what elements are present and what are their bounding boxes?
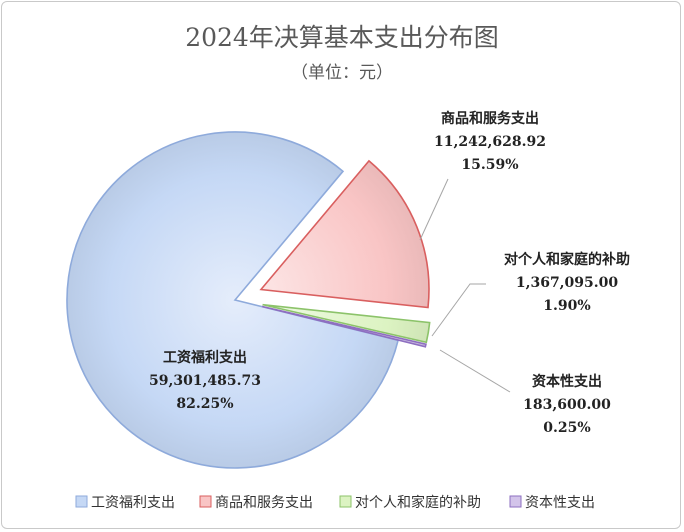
leader-lines	[419, 178, 511, 393]
legend-label: 工资福利支出	[91, 495, 175, 511]
legend-label: 商品和服务支出	[215, 495, 313, 511]
legend-item-capital: 资本性支出	[509, 495, 595, 511]
legend-swatch	[75, 495, 88, 508]
legend-item-goods-services: 商品和服务支出	[199, 495, 313, 511]
data-label-percent: 15.59%	[461, 157, 518, 173]
leader-line	[439, 349, 511, 393]
pie-slice-subsidy	[262, 303, 431, 344]
pie-slice-goods-services	[259, 159, 430, 309]
data-label-value: 59,301,485.73	[149, 373, 261, 389]
data-label-capital: 资本性支出 183,600.00 0.25%	[523, 373, 611, 436]
pie-slice-wage	[66, 131, 400, 469]
slices-layer	[66, 131, 431, 469]
data-label-name: 工资福利支出	[163, 349, 247, 366]
legend-item-wage: 工资福利支出	[75, 495, 175, 511]
legend: 工资福利支出 商品和服务支出 对个人和家庭的补助 资本性支出	[75, 494, 595, 511]
legend-swatch	[199, 495, 212, 508]
data-label-value: 1,367,095.00	[516, 275, 619, 291]
data-label-subsidy: 对个人和家庭的补助 1,367,095.00 1.90%	[504, 251, 630, 314]
data-label-goods-services: 商品和服务支出 11,242,628.92 15.59%	[434, 110, 546, 173]
legend-label: 资本性支出	[525, 495, 595, 511]
data-label-value: 11,242,628.92	[434, 134, 546, 150]
legend-swatch	[339, 495, 352, 508]
legend-swatch	[509, 495, 522, 508]
data-label-name: 商品和服务支出	[441, 110, 539, 127]
pie-slice-capital	[262, 305, 427, 348]
chart-title: 2024年决算基本支出分布图	[185, 23, 499, 52]
data-label-value: 183,600.00	[523, 397, 611, 413]
legend-label: 对个人和家庭的补助	[355, 494, 481, 511]
chart-subtitle: （单位：元）	[291, 63, 393, 83]
data-label-name: 对个人和家庭的补助	[504, 251, 630, 268]
data-label-percent: 0.25%	[543, 420, 590, 436]
data-label-percent: 82.25%	[176, 396, 233, 412]
data-label-percent: 1.90%	[543, 298, 590, 314]
legend-item-subsidy: 对个人和家庭的补助	[339, 494, 481, 511]
leader-line	[419, 178, 449, 241]
data-label-name: 资本性支出	[532, 373, 602, 390]
data-label-wage: 工资福利支出 59,301,485.73 82.25%	[149, 349, 261, 412]
leader-line	[431, 283, 486, 337]
